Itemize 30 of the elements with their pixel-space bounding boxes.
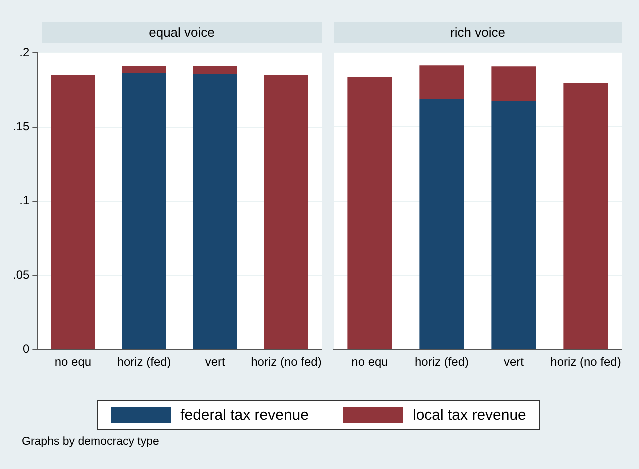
- bar: [492, 66, 536, 102]
- x-tick-label: horiz (no fed): [550, 355, 622, 370]
- bar: [420, 66, 464, 99]
- y-tick-label: 0: [22, 342, 30, 356]
- bar: [122, 73, 166, 350]
- bar: [193, 66, 238, 74]
- bar: [122, 66, 166, 74]
- chart-title: equal voice: [42, 22, 322, 43]
- x-tick-label: horiz (no fed): [251, 355, 322, 370]
- x-tick-label: vert: [504, 355, 525, 370]
- bar: [420, 98, 464, 350]
- x-tick-label: vert: [205, 355, 226, 370]
- bar: [492, 101, 536, 350]
- legend-label: local tax revenue: [413, 406, 526, 424]
- bar: [264, 75, 308, 350]
- bar: [193, 74, 238, 350]
- x-tick-label: no equ: [54, 355, 92, 370]
- x-tick-label: horiz (fed): [117, 355, 172, 370]
- bar: [51, 74, 96, 350]
- x-tick-label: no equ: [352, 355, 388, 370]
- y-tick-label: .05: [12, 268, 30, 282]
- chart-title: rich voice: [334, 22, 622, 43]
- text: Graphs by democracy type: [22, 436, 160, 448]
- y-tick-label: .2: [20, 46, 30, 60]
- x-tick-label: horiz (fed): [414, 355, 470, 370]
- y-tick-label: .1: [20, 194, 30, 208]
- y-tick-label: .15: [12, 120, 30, 134]
- bar: [564, 83, 608, 350]
- bar: [348, 77, 392, 350]
- legend-label: federal tax revenue: [180, 406, 309, 424]
